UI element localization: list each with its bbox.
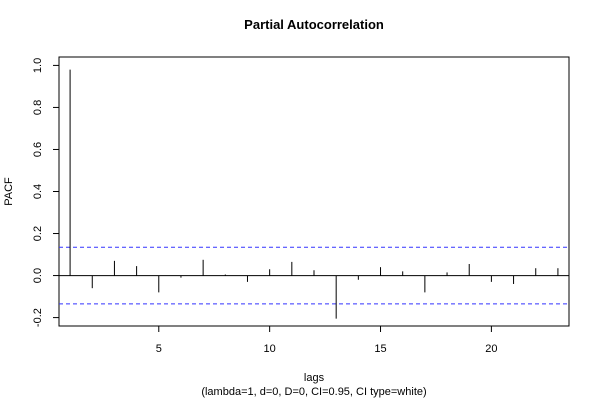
y-tick-label: 0.2 — [32, 226, 44, 241]
chart-subtitle: (lambda=1, d=0, D=0, CI=0.95, CI type=wh… — [201, 386, 426, 398]
plot-frame — [58, 56, 570, 327]
x-tick-label: 10 — [264, 343, 276, 355]
x-axis-label: lags — [304, 372, 325, 384]
plot-layer — [59, 69, 569, 319]
chart-title: Partial Autocorrelation — [244, 17, 384, 32]
x-tick-label: 15 — [374, 343, 386, 355]
y-axis-label: PACF — [3, 177, 15, 206]
axes-layer: 5 10 15 20 -0.2 0.0 0.2 0.4 0.6 0.8 1.0 — [32, 58, 498, 355]
y-tick-label: 0.4 — [32, 184, 44, 199]
y-tick-label: 0.6 — [32, 142, 44, 157]
y-tick-label: 0.8 — [32, 100, 44, 115]
y-tick-label: -0.2 — [32, 308, 44, 327]
x-tick-label: 5 — [156, 343, 162, 355]
y-tick-label: 0.0 — [32, 268, 44, 283]
y-tick-label: 1.0 — [32, 58, 44, 73]
x-tick-label: 20 — [485, 343, 497, 355]
